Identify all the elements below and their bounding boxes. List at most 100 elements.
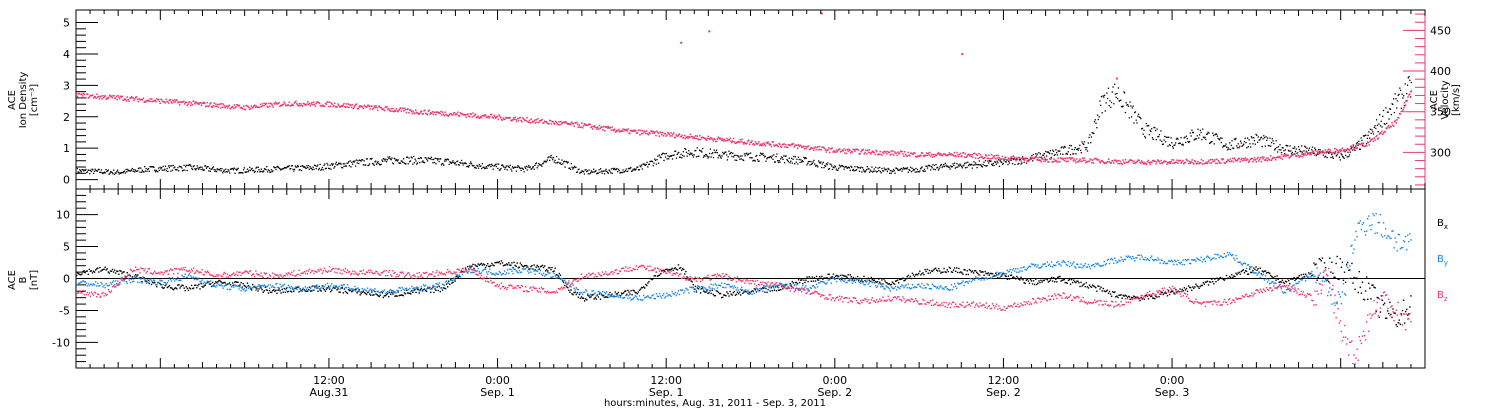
velocity-point [1173,162,1176,164]
velocity-point [941,154,943,157]
bx-point [1398,319,1401,321]
velocity-point [1360,143,1362,146]
velocity-point [776,144,779,147]
bx-point [974,270,977,272]
by-point [203,281,205,283]
velocity-point [714,138,716,141]
velocity-point [269,105,271,108]
density-point [95,169,97,172]
density-point [753,159,755,162]
velocity-point [474,113,477,115]
density-point [132,170,134,172]
by-point [279,283,281,285]
density-point [1127,105,1130,107]
bx-point [420,287,423,290]
velocity-point [1294,153,1296,155]
bx-point [690,280,692,282]
velocity-point [1396,119,1398,121]
density-point [113,169,115,171]
density-point [1076,148,1078,151]
velocity-point [365,106,367,108]
velocity-point [345,103,348,105]
bx-point [628,291,630,293]
velocity-point [910,152,913,154]
bx-point [405,289,408,291]
bx-point [171,288,174,290]
density-point [1263,137,1266,139]
bx-point [1270,274,1272,277]
by-point [242,289,244,291]
density-point [1188,141,1190,144]
velocity-point [543,122,545,124]
density-point [346,162,348,164]
density-point [1040,156,1042,158]
density-point [610,172,612,174]
by-point [386,290,389,293]
bx-point [846,276,848,279]
density-point [879,166,881,169]
density-point [766,158,768,160]
density-point [1053,154,1055,157]
density-point [715,149,718,151]
velocity-point [817,146,819,148]
density-point [856,166,858,168]
bx-point [361,291,364,293]
velocity-point [1096,158,1098,161]
velocity-point [310,103,312,105]
velocity-point [367,104,370,107]
velocity-point [799,144,801,147]
velocity-point [391,110,393,112]
density-point [1237,143,1239,145]
bx-point [1255,266,1257,268]
bx-point [284,291,287,293]
bx-point [270,291,273,294]
density-point [828,168,831,170]
bx-point [912,274,915,276]
velocity-point [855,148,858,151]
density-point [872,171,874,173]
velocity-point [1254,159,1257,161]
density-point [521,167,523,169]
bx-point [1175,288,1177,291]
density-point [1234,138,1236,141]
velocity-point [514,116,516,119]
velocity-point [1253,159,1255,161]
density-point [1128,117,1130,119]
velocity-point [139,99,141,101]
density-point [675,157,678,159]
bx-point [1115,296,1117,298]
bx-point [1336,255,1338,258]
bx-point [1064,281,1066,284]
by-point [364,289,367,291]
velocity-point [301,104,303,107]
density-point [1211,141,1213,143]
velocity-point [1376,138,1379,140]
velocity-point [76,95,79,98]
bx-point [83,270,85,272]
by-point [192,276,195,278]
velocity-point [578,124,581,126]
velocity-point [89,94,91,97]
density-point [989,160,991,163]
bx-point [170,287,173,289]
bx-point [1224,277,1227,280]
density-point [661,153,664,155]
density-point [148,170,150,172]
density-point [1253,140,1256,142]
density-point [1146,125,1148,127]
velocity-point [551,120,554,123]
velocity-point [1083,157,1086,159]
density-point [443,160,446,162]
velocity-point [81,95,84,97]
velocity-point [195,101,198,104]
density-point [302,165,304,167]
velocity-point [640,129,642,132]
density-point [658,154,661,156]
bx-point [1153,297,1155,299]
density-point [804,157,806,160]
bx-point [959,271,961,274]
velocity-point [935,154,937,157]
bx-point [1389,301,1391,304]
density-point [523,171,525,173]
density-point [407,163,409,165]
